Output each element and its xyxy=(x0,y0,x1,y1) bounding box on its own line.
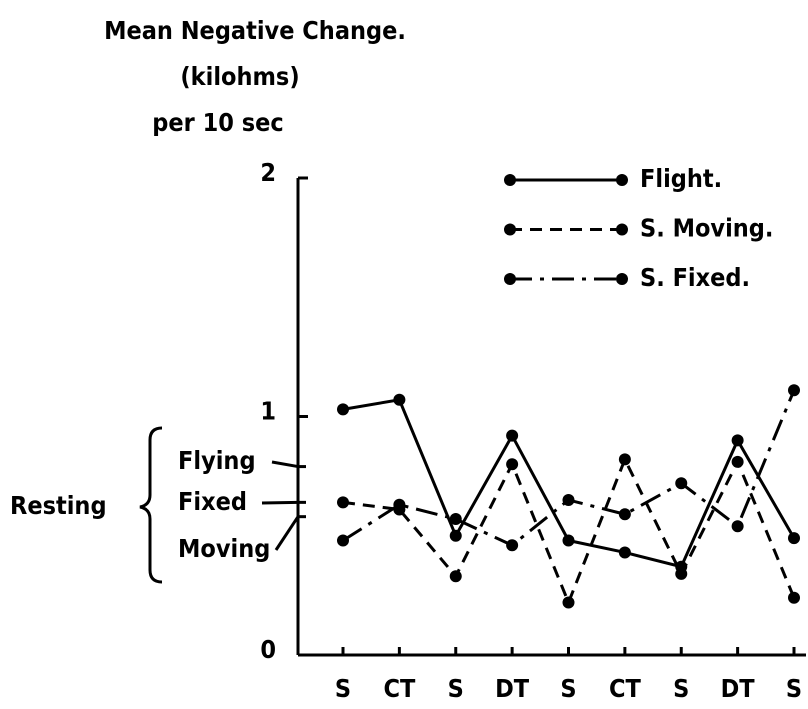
legend-label: Flight. xyxy=(640,164,722,193)
x-tick-label: DT xyxy=(721,674,756,703)
data-point xyxy=(788,384,800,397)
x-tick-label: DT xyxy=(495,674,530,703)
data-point xyxy=(449,570,462,583)
y-tick-label: 2 xyxy=(260,158,276,187)
data-point xyxy=(449,513,462,526)
y-tick-label: 0 xyxy=(260,635,276,664)
data-point xyxy=(562,596,575,609)
legend-marker xyxy=(504,273,516,285)
data-point xyxy=(506,539,519,552)
resting-leader xyxy=(271,460,299,469)
brace xyxy=(139,426,163,584)
data-point xyxy=(393,498,406,511)
resting-level-label: Flying xyxy=(178,446,256,475)
data-point xyxy=(562,534,575,547)
data-point xyxy=(506,458,519,471)
x-tick-label: S xyxy=(560,674,576,703)
data-point xyxy=(506,429,519,442)
x-tick-label: CT xyxy=(383,674,416,703)
y-axis-label: (kilohms) xyxy=(180,62,299,91)
y-axis-label: Mean Negative Change. xyxy=(104,16,406,45)
data-point xyxy=(618,546,631,559)
x-tick-label: S xyxy=(673,674,689,703)
legend-marker xyxy=(616,273,628,285)
legend-marker xyxy=(616,174,628,186)
data-point xyxy=(337,496,349,509)
data-point xyxy=(393,393,406,406)
data-point xyxy=(449,529,462,542)
data-point xyxy=(675,477,688,490)
series-line xyxy=(342,455,796,607)
legend-marker xyxy=(504,223,516,236)
x-tick-label: S xyxy=(335,674,351,703)
resting-label: Resting xyxy=(10,491,107,520)
data-point xyxy=(618,508,631,521)
resting-leader xyxy=(274,515,300,551)
x-tick-label: CT xyxy=(609,674,642,703)
data-point xyxy=(618,453,631,466)
data-point xyxy=(731,434,744,447)
data-point xyxy=(788,591,800,604)
data-point xyxy=(562,493,575,506)
resting-level-label: Moving xyxy=(178,534,270,563)
legend-marker xyxy=(616,223,628,236)
legend-label: S. Moving. xyxy=(640,214,773,243)
data-point xyxy=(675,567,688,580)
data-point xyxy=(731,455,744,468)
y-tick-label: 1 xyxy=(260,397,276,426)
x-tick-label: S xyxy=(448,674,464,703)
data-point xyxy=(788,532,800,545)
legend-marker xyxy=(504,174,516,186)
data-point xyxy=(337,534,349,547)
data-point xyxy=(337,403,349,416)
data-point xyxy=(731,520,744,533)
legend-label: S. Fixed. xyxy=(640,263,750,292)
x-tick-label: S xyxy=(786,674,802,703)
resting-leader xyxy=(261,500,299,505)
resting-level-label: Fixed xyxy=(178,487,247,516)
y-axis-label: per 10 sec xyxy=(152,108,283,137)
